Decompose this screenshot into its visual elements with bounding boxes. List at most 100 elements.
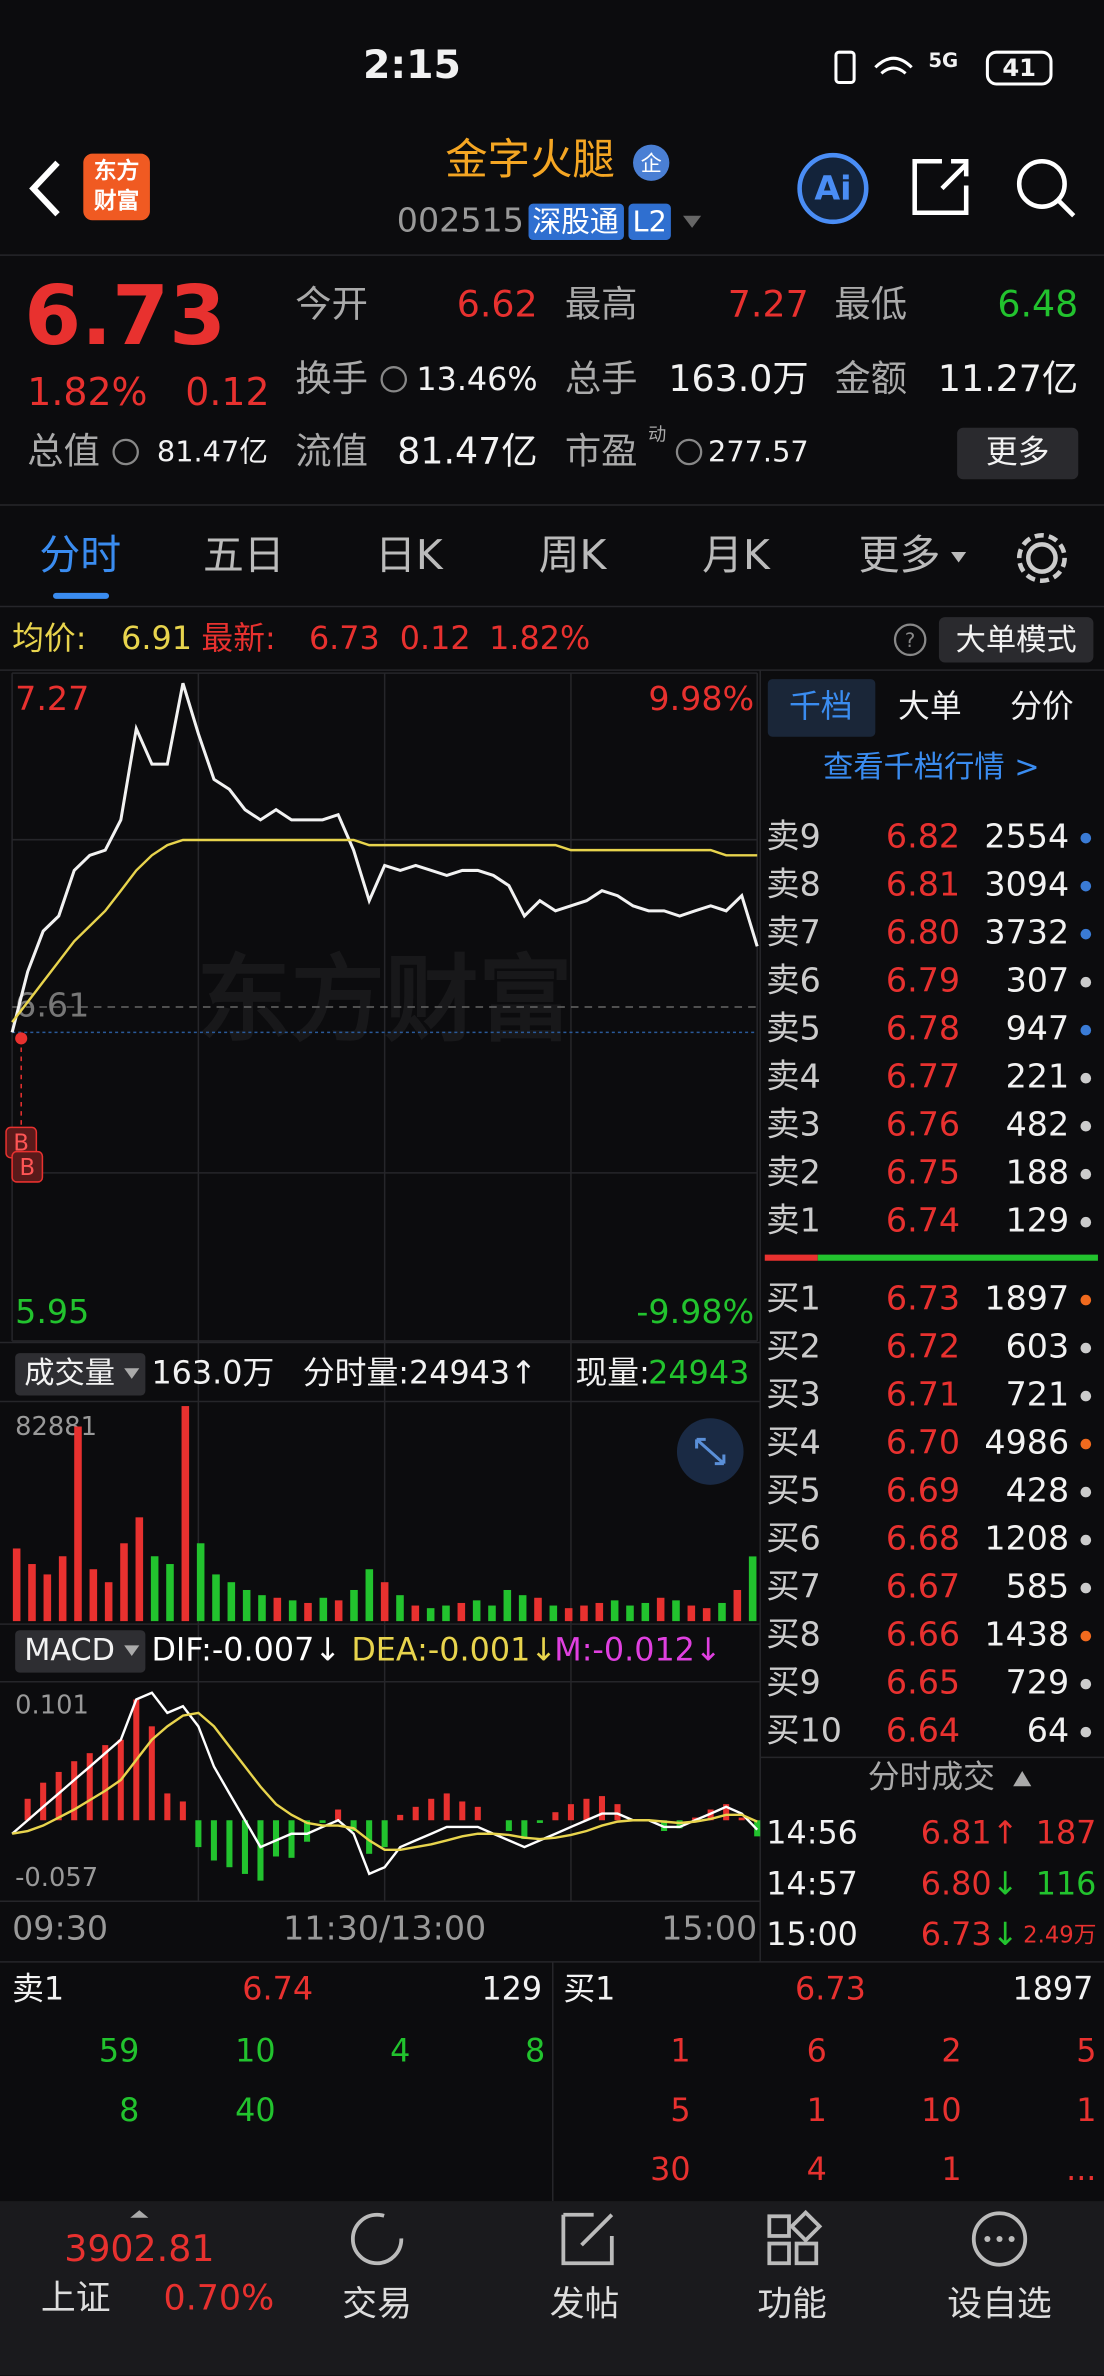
indicator-selector[interactable] xyxy=(15,1630,146,1673)
macd-bar xyxy=(614,1804,621,1821)
more-button[interactable] xyxy=(957,427,1079,480)
stat-label: 总手 xyxy=(565,357,638,400)
book-volume: 482 xyxy=(1006,1105,1070,1144)
macd-bar xyxy=(241,1820,248,1874)
volume-bar xyxy=(472,1600,481,1622)
nav-item[interactable]: 功能 xyxy=(757,2285,827,2325)
trade-marker-label: B xyxy=(19,1155,35,1181)
volume-bar xyxy=(181,1406,190,1622)
book-tab[interactable]: 大单 xyxy=(898,688,962,725)
nav-item[interactable]: 交易 xyxy=(342,2285,412,2325)
queue-item: ... xyxy=(1066,2151,1096,2188)
macd-bar xyxy=(55,1771,62,1821)
volume-bar xyxy=(150,1556,159,1622)
settings-button[interactable] xyxy=(1016,533,1067,583)
tab[interactable]: 五日 xyxy=(203,531,285,579)
book-label: 买7 xyxy=(766,1567,820,1606)
tab[interactable]: 周K xyxy=(539,531,608,579)
active-tab-bg xyxy=(767,679,876,737)
battery: 41 xyxy=(1002,54,1036,82)
queue-item: 59 xyxy=(99,2033,139,2070)
book-dot xyxy=(1080,1486,1092,1498)
queue-item: 4 xyxy=(807,2151,827,2188)
price-line xyxy=(11,838,758,1023)
book-dot xyxy=(1080,1294,1092,1306)
stat-value: 81.47亿 xyxy=(157,435,268,469)
book-label: 买4 xyxy=(766,1423,820,1462)
share-button[interactable] xyxy=(912,158,969,215)
queue-item: 1 xyxy=(670,2033,690,2070)
book-tab[interactable]: 千档 xyxy=(789,688,853,725)
book-price: 6.65 xyxy=(886,1663,960,1702)
tab[interactable]: 月K xyxy=(702,531,771,579)
volume-bar xyxy=(43,1574,52,1622)
mode-button[interactable] xyxy=(938,617,1094,663)
stat-label: 最高 xyxy=(565,283,638,326)
index-change: 0.70% xyxy=(164,2279,275,2319)
book-tab[interactable]: 分价 xyxy=(1010,688,1074,725)
book-dot xyxy=(1080,832,1092,844)
nav-item[interactable]: 设自选 xyxy=(947,2285,1052,2325)
volume-period: 分时量:24943↑ xyxy=(303,1354,537,1391)
nav-item[interactable]: 发帖 xyxy=(550,2285,620,2325)
book-label: 卖5 xyxy=(766,1009,820,1048)
ai-button[interactable] xyxy=(797,152,869,225)
macd-bar xyxy=(738,1817,745,1821)
macd-bar xyxy=(521,1820,528,1840)
volume-bar xyxy=(304,1602,312,1622)
volume-bar xyxy=(656,1597,665,1622)
status-icons xyxy=(834,50,1053,86)
macd-bar xyxy=(288,1820,295,1858)
stat-value: 13.46% xyxy=(416,361,537,398)
nav-dots xyxy=(984,2235,1015,2243)
tab-dropdown xyxy=(951,551,967,563)
macd-bar xyxy=(350,1820,357,1831)
y-tick-label: 0.101 xyxy=(15,1690,89,1720)
macd-bar xyxy=(304,1820,311,1842)
back-button[interactable] xyxy=(29,160,60,217)
avg-label: 均价: xyxy=(12,620,86,657)
mode-label[interactable]: 大单模式 xyxy=(956,623,1077,658)
volume-bar xyxy=(702,1608,711,1622)
l1-label: 卖1 xyxy=(12,1971,64,2008)
logo xyxy=(83,153,150,221)
volume-bar xyxy=(626,1605,634,1622)
book-dot xyxy=(1080,1438,1092,1450)
macd-bar xyxy=(692,1817,699,1821)
macd-bar xyxy=(164,1793,171,1821)
search-button[interactable] xyxy=(1016,158,1076,218)
ai-label: Ai xyxy=(814,169,851,208)
book-dot xyxy=(1080,1630,1092,1642)
tab[interactable]: 分时 xyxy=(39,531,121,579)
volume-bar xyxy=(672,1600,680,1622)
book-link[interactable]: 查看千档行情 > xyxy=(823,750,1040,785)
bottom-nav xyxy=(0,2201,1104,2376)
volume-selector[interactable] xyxy=(15,1353,146,1396)
l1-volume: 129 xyxy=(481,1971,542,2008)
stat-label: 流值 xyxy=(295,430,368,473)
book-price: 6.73 xyxy=(886,1279,960,1318)
book-label: 卖8 xyxy=(766,865,820,904)
change: 0.12 xyxy=(185,370,269,414)
trades-arrow xyxy=(1013,1771,1032,1787)
book-volume: 64 xyxy=(1027,1711,1069,1750)
volume-bar xyxy=(748,1556,757,1622)
macd-bar xyxy=(102,1745,109,1821)
badge-text: 企 xyxy=(641,150,662,175)
stat-label: 换手 xyxy=(295,357,368,400)
volume-bar xyxy=(442,1605,450,1622)
stat-label: 今开 xyxy=(295,283,368,326)
volume-bar xyxy=(135,1517,144,1622)
y-tick-label: 5.95 xyxy=(15,1292,89,1331)
l1-label: 买1 xyxy=(563,1971,615,2008)
tab[interactable]: 日K xyxy=(375,531,444,579)
book-volume: 1897 xyxy=(984,1279,1069,1318)
macd-line xyxy=(11,1711,758,1852)
macd-bar xyxy=(474,1806,481,1821)
clock: 2:15 xyxy=(363,42,461,88)
legend-item: M:-0.012↓ xyxy=(554,1631,721,1668)
legend-item: DIF:-0.007↓ xyxy=(151,1631,341,1668)
more-label[interactable]: 更多 xyxy=(986,434,1050,471)
tab[interactable]: 更多 xyxy=(859,531,941,579)
